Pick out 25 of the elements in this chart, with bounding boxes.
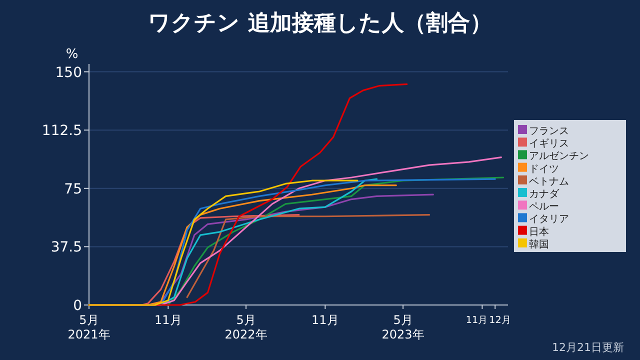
x-tick-label: 11月 xyxy=(154,313,182,327)
legend-label: 韓国 xyxy=(529,238,549,250)
legend-label: アルゼンチン xyxy=(529,151,589,162)
y-tick-label: 150 xyxy=(55,64,82,81)
y-axis-title: % xyxy=(66,47,78,62)
legend-label: フランス xyxy=(529,126,569,137)
x-tick-label: 5月 2023年 xyxy=(382,313,424,342)
x-tick-label: 5月 2022年 xyxy=(224,313,268,342)
x-tick-label: 11月 xyxy=(312,313,339,327)
legend-label: 日本 xyxy=(529,226,549,238)
legend-label: ドイツ xyxy=(529,164,559,175)
chart-title: ワクチン 追加接種した人（割合） xyxy=(148,11,492,36)
text: 12月21日更新 xyxy=(552,341,624,354)
x-tick-label: 5月 2021年 xyxy=(68,313,110,342)
legend-label: カナダ xyxy=(529,188,560,200)
y-tick-label: 37.5 xyxy=(50,240,82,256)
x-tick-label: 12月 xyxy=(489,315,512,326)
legend-label: イタリア xyxy=(529,214,569,226)
x-tick-label: 11月 xyxy=(466,315,488,326)
legend-label: イギリス xyxy=(529,138,569,150)
y-tick-label: 112.5 xyxy=(42,123,82,140)
legend-label: ペルー xyxy=(529,202,559,213)
y-tick-label: 0 xyxy=(73,298,82,314)
y-tick-label: 75 xyxy=(64,181,82,198)
legend-label: ベトナム xyxy=(529,176,569,188)
